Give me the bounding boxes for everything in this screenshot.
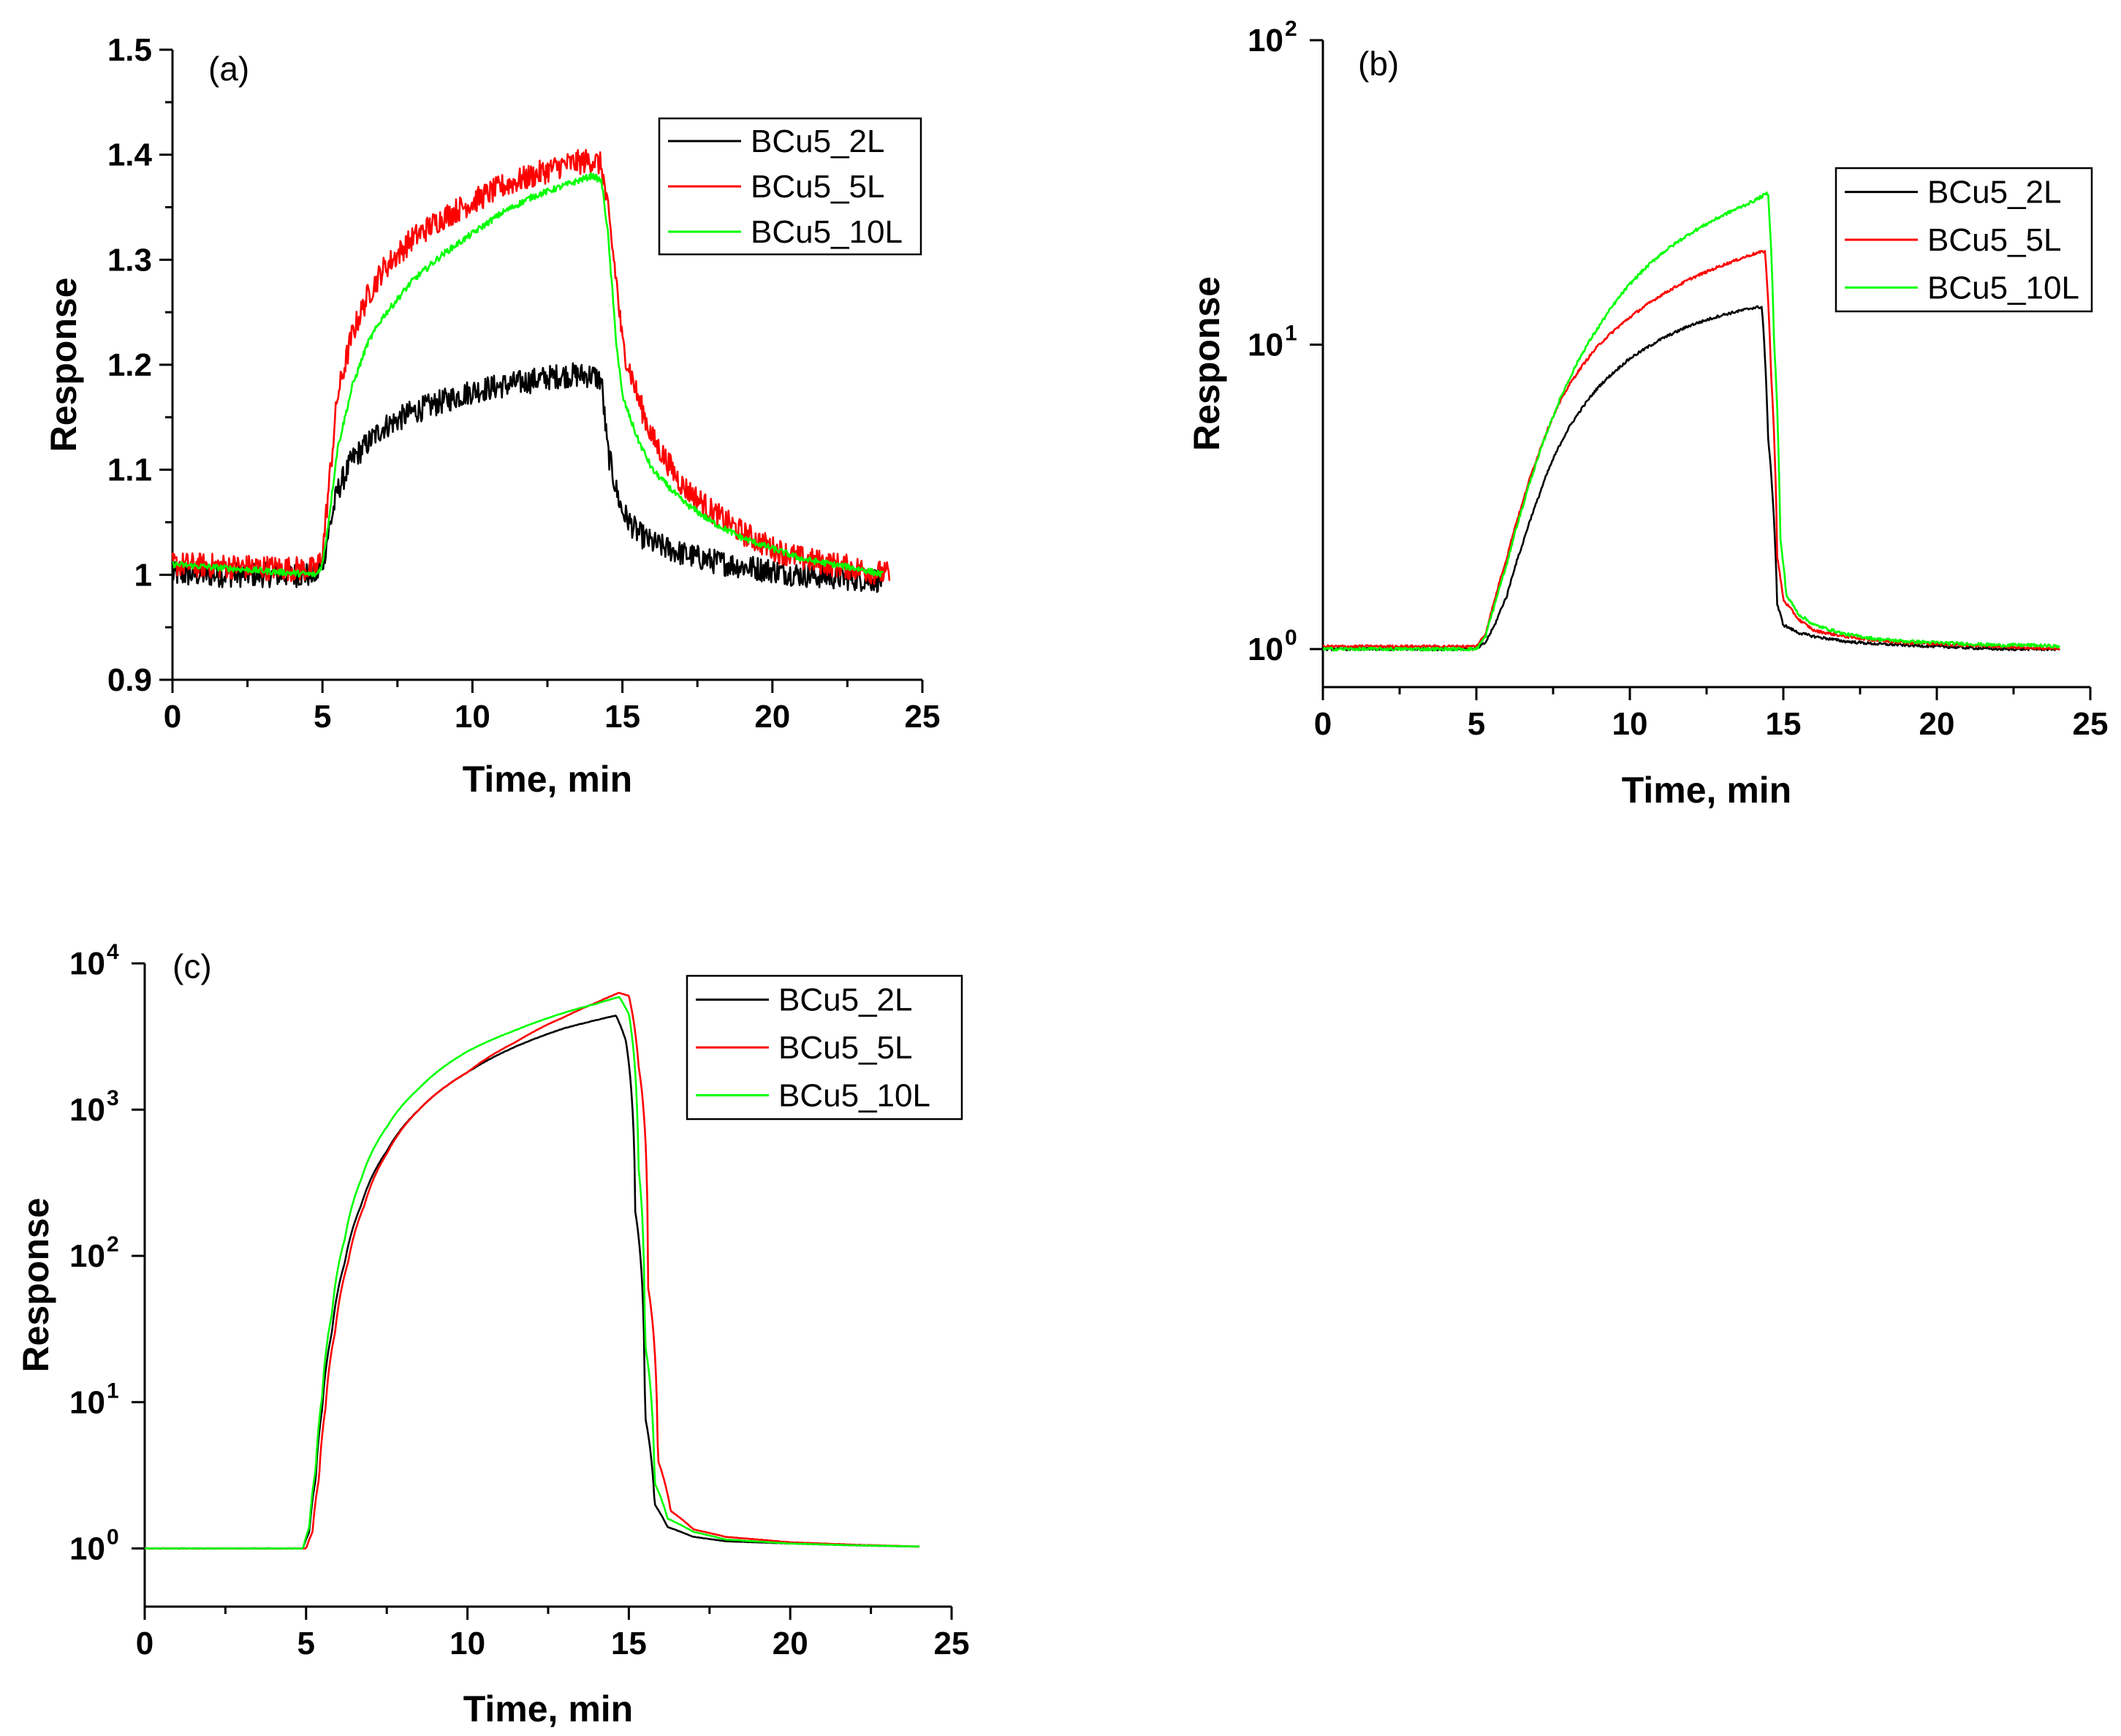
legend-label: BCu5_2L [778,982,912,1018]
y-tick-label: 10 [1248,327,1283,363]
y-tick-label: 1.2 [107,347,152,383]
y-tick-label: 10 [69,1238,105,1274]
x-tick-label: 25 [905,699,941,735]
y-tick-label: 10 [69,946,105,982]
legend: BCu5_2L BCu5_5L BCu5_10L [658,117,922,256]
x-tick-label: 0 [136,1626,153,1661]
x-tick-label: 20 [773,1626,808,1661]
y-tick-exponent: 1 [1285,321,1297,345]
x-tick-label: 15 [611,1626,647,1661]
x-tick-label: 10 [455,699,490,735]
y-tick-label: 10 [69,1531,105,1566]
x-tick-label: 25 [934,1626,970,1661]
x-tick-label: 15 [604,699,640,735]
x-axis-title: Time, min [463,759,632,800]
legend-label: BCu5_10L [751,214,903,250]
x-tick-label: 5 [297,1626,315,1661]
series-line-BCu5_10L [1322,191,2061,652]
series-line-BCu5_2L [171,362,884,594]
y-tick-label: 10 [1248,23,1283,58]
y-tick-label: 1.3 [107,242,152,278]
x-tick-label: 15 [1766,706,1802,742]
legend-label: BCu5_10L [1927,270,2079,306]
y-tick-label: 0.9 [107,662,152,698]
x-tick-label: 25 [2073,706,2109,742]
legend-label: BCu5_5L [751,169,884,205]
y-axis-title: Response [43,278,84,452]
legend-label: BCu5_2L [1927,175,2061,211]
legend-label: BCu5_5L [778,1030,912,1066]
y-tick-exponent: 0 [1285,626,1297,650]
x-tick-label: 0 [164,699,181,735]
legend: BCu5_2L BCu5_5L BCu5_10L [1834,167,2093,313]
panel-label: (c) [172,947,212,985]
y-tick-label: 1.4 [107,137,153,173]
x-tick-label: 20 [1919,706,1955,742]
panel-label: (a) [208,50,249,88]
y-axis-title: Response [15,1198,56,1373]
x-tick-label: 20 [754,699,790,735]
panel-label: (b) [1358,45,1399,83]
legend-label: BCu5_2L [751,124,884,159]
chart-panel-a: 0 5 10 15 20 25 0.9 1 1.1 1.2 1.3 1.4 1.5 Time, min Re… [43,32,940,800]
y-tick-label: 10 [1248,632,1283,667]
x-axis-title: Time, min [1622,770,1791,811]
y-tick-exponent: 2 [107,1232,119,1256]
series-line-BCu5_10L [172,172,884,578]
y-tick-label: 1.1 [107,452,152,488]
legend-label: BCu5_5L [1927,222,2061,258]
y-tick-label: 1 [134,557,152,593]
y-tick-label: 10 [69,1384,105,1420]
y-tick-exponent: 0 [107,1525,119,1549]
y-tick-label: 10 [69,1092,105,1128]
x-axis-title: Time, min [463,1688,633,1729]
y-axis-title: Response [1186,276,1227,451]
x-tick-label: 5 [314,699,331,735]
series-line-BCu5_10L [144,996,919,1550]
y-tick-exponent: 3 [107,1086,119,1110]
x-tick-label: 10 [1612,706,1648,742]
x-tick-label: 0 [1314,706,1332,742]
legend: BCu5_2L BCu5_5L BCu5_10L [686,974,963,1121]
x-tick-label: 5 [1468,706,1485,742]
y-tick-label: 1.5 [107,32,152,68]
y-tick-exponent: 1 [107,1379,119,1403]
series-line-BCu5_5L [171,148,891,585]
legend-label: BCu5_10L [778,1077,930,1113]
y-tick-exponent: 4 [107,940,119,964]
series-line-BCu5_2L [1322,305,2060,652]
x-tick-label: 10 [449,1626,485,1661]
y-tick-exponent: 2 [1285,17,1297,41]
